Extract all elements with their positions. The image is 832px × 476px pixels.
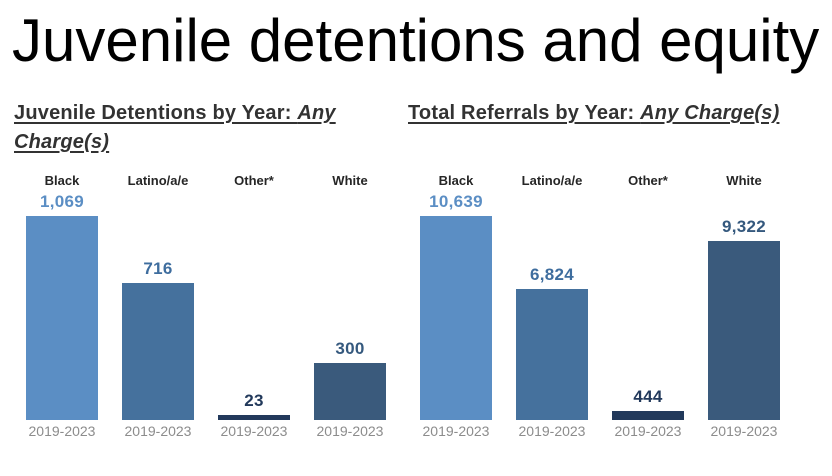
- x-tick-label: 2019-2023: [316, 423, 384, 439]
- x-tick-label: 2019-2023: [614, 423, 682, 439]
- x-tick-label: 2019-2023: [518, 423, 586, 439]
- chart-title-emphasis: Any Charge(s): [14, 102, 336, 153]
- bar-column: 6,824: [504, 265, 600, 420]
- bar-column: 9,322: [696, 217, 792, 420]
- bar: [218, 415, 290, 420]
- category-header-row: Black Latino/a/e Other* White: [408, 173, 792, 188]
- bar-value-label: 444: [633, 387, 663, 406]
- bar: [420, 216, 492, 420]
- chart-total-referrals: Total Referrals by Year: Any Charge(s) B…: [408, 99, 792, 439]
- category-label: Latino/a/e: [521, 173, 583, 188]
- chart-juvenile-detentions: Juvenile Detentions by Year: Any Charge(…: [14, 99, 398, 439]
- category-header-row: Black Latino/a/e Other* White: [14, 173, 398, 188]
- x-tick-label: 2019-2023: [422, 423, 490, 439]
- chart-title-main: Juvenile Detentions by Year:: [14, 102, 298, 124]
- x-axis-row: 2019-2023 2019-2023 2019-2023 2019-2023: [14, 423, 398, 439]
- bar: [708, 241, 780, 420]
- bar: [516, 289, 588, 420]
- bar-value-label: 6,824: [529, 265, 575, 284]
- chart-title-referrals: Total Referrals by Year: Any Charge(s): [408, 99, 792, 159]
- x-tick-label: 2019-2023: [220, 423, 288, 439]
- category-label: Other*: [628, 173, 668, 188]
- category-label: White: [726, 173, 762, 188]
- chart-title-main: Total Referrals by Year:: [408, 102, 641, 124]
- x-tick-label: 2019-2023: [28, 423, 96, 439]
- bar: [612, 411, 684, 420]
- x-tick-label: 2019-2023: [124, 423, 192, 439]
- category-label: Black: [44, 173, 80, 188]
- bar-value-label: 300: [335, 339, 365, 358]
- bar-value-label: 23: [244, 391, 264, 410]
- page-title: Juvenile detentions and equity: [12, 7, 820, 74]
- category-label: Latino/a/e: [127, 173, 189, 188]
- chart-title-detentions: Juvenile Detentions by Year: Any Charge(…: [14, 99, 398, 159]
- bars-row: 10,639 6,824 444 9,322: [408, 190, 792, 420]
- bar-column: 23: [206, 391, 302, 420]
- bar-value-label: 1,069: [39, 192, 85, 211]
- chart-title-emphasis: Any Charge(s): [640, 102, 780, 124]
- bar-column: 1,069: [14, 192, 110, 420]
- bar-column: 300: [302, 339, 398, 420]
- x-axis-row: 2019-2023 2019-2023 2019-2023 2019-2023: [408, 423, 792, 439]
- bar-value-label: 716: [143, 259, 173, 278]
- bar: [26, 216, 98, 420]
- bar-column: 10,639: [408, 192, 504, 420]
- bars-row: 1,069 716 23 300: [14, 190, 398, 420]
- category-label: Black: [438, 173, 474, 188]
- category-label: White: [332, 173, 368, 188]
- bar-column: 444: [600, 387, 696, 420]
- bar-column: 716: [110, 259, 206, 420]
- charts-row: Juvenile Detentions by Year: Any Charge(…: [0, 99, 832, 439]
- bar-value-label: 10,639: [429, 192, 483, 211]
- category-label: Other*: [234, 173, 274, 188]
- x-tick-label: 2019-2023: [710, 423, 778, 439]
- bar: [122, 283, 194, 420]
- bar-value-label: 9,322: [721, 217, 767, 236]
- bar: [314, 363, 386, 420]
